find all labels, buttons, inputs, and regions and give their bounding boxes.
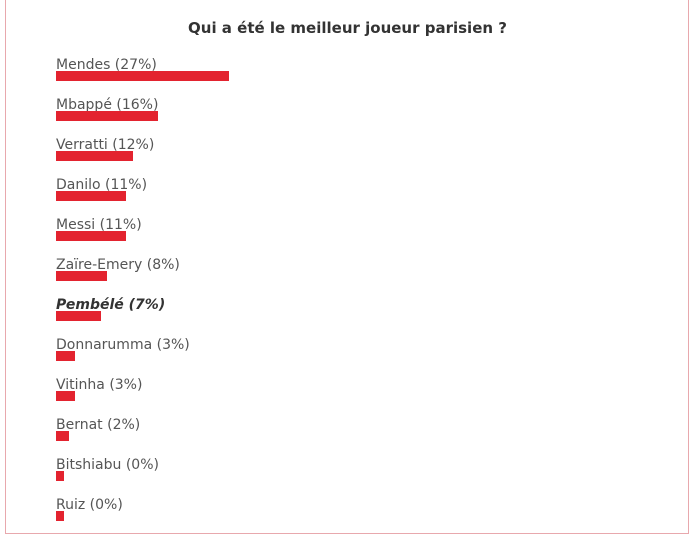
poll-bar bbox=[56, 231, 126, 241]
poll-option: Messi (11%) bbox=[56, 217, 616, 251]
poll-option: Mendes (27%) bbox=[56, 57, 616, 91]
poll-option: Mbappé (16%) bbox=[56, 97, 616, 131]
poll-bar bbox=[56, 511, 64, 521]
poll-bar bbox=[56, 271, 107, 281]
poll-option: Verratti (12%) bbox=[56, 137, 616, 171]
poll-option: Ruiz (0%) bbox=[56, 497, 616, 531]
poll-option-label: Ruiz (0%) bbox=[56, 497, 123, 513]
poll-option-label: Mendes (27%) bbox=[56, 57, 157, 73]
poll-option: Zaïre-Emery (8%) bbox=[56, 257, 616, 291]
poll-option-label: Bernat (2%) bbox=[56, 417, 141, 433]
poll-option-label: Verratti (12%) bbox=[56, 137, 155, 153]
poll-option-label: Donnarumma (3%) bbox=[56, 337, 190, 353]
poll-bar bbox=[56, 471, 64, 481]
poll-option-label: Messi (11%) bbox=[56, 217, 142, 233]
poll-option: Donnarumma (3%) bbox=[56, 337, 616, 371]
poll-bar bbox=[56, 351, 75, 361]
poll-bar bbox=[56, 391, 75, 401]
poll-option-label: Danilo (11%) bbox=[56, 177, 148, 193]
poll-bar bbox=[56, 431, 69, 441]
poll-bar bbox=[56, 191, 126, 201]
poll-option-label: Bitshiabu (0%) bbox=[56, 457, 159, 473]
poll-option-label: Vitinha (3%) bbox=[56, 377, 143, 393]
poll-option-label: Pembélé (7%) bbox=[56, 297, 166, 313]
poll-option-label: Zaïre-Emery (8%) bbox=[56, 257, 180, 273]
poll-bar bbox=[56, 311, 101, 321]
poll-bar bbox=[56, 111, 158, 121]
poll-bar bbox=[56, 71, 229, 81]
poll-title: Qui a été le meilleur joueur parisien ? bbox=[188, 19, 507, 37]
poll-bar bbox=[56, 151, 133, 161]
poll-option: Danilo (11%) bbox=[56, 177, 616, 211]
poll-option: Bitshiabu (0%) bbox=[56, 457, 616, 491]
poll-option-label: Mbappé (16%) bbox=[56, 97, 159, 113]
poll-option: Vitinha (3%) bbox=[56, 377, 616, 411]
poll-option: Bernat (2%) bbox=[56, 417, 616, 451]
poll-option: Pembélé (7%) bbox=[56, 297, 616, 331]
